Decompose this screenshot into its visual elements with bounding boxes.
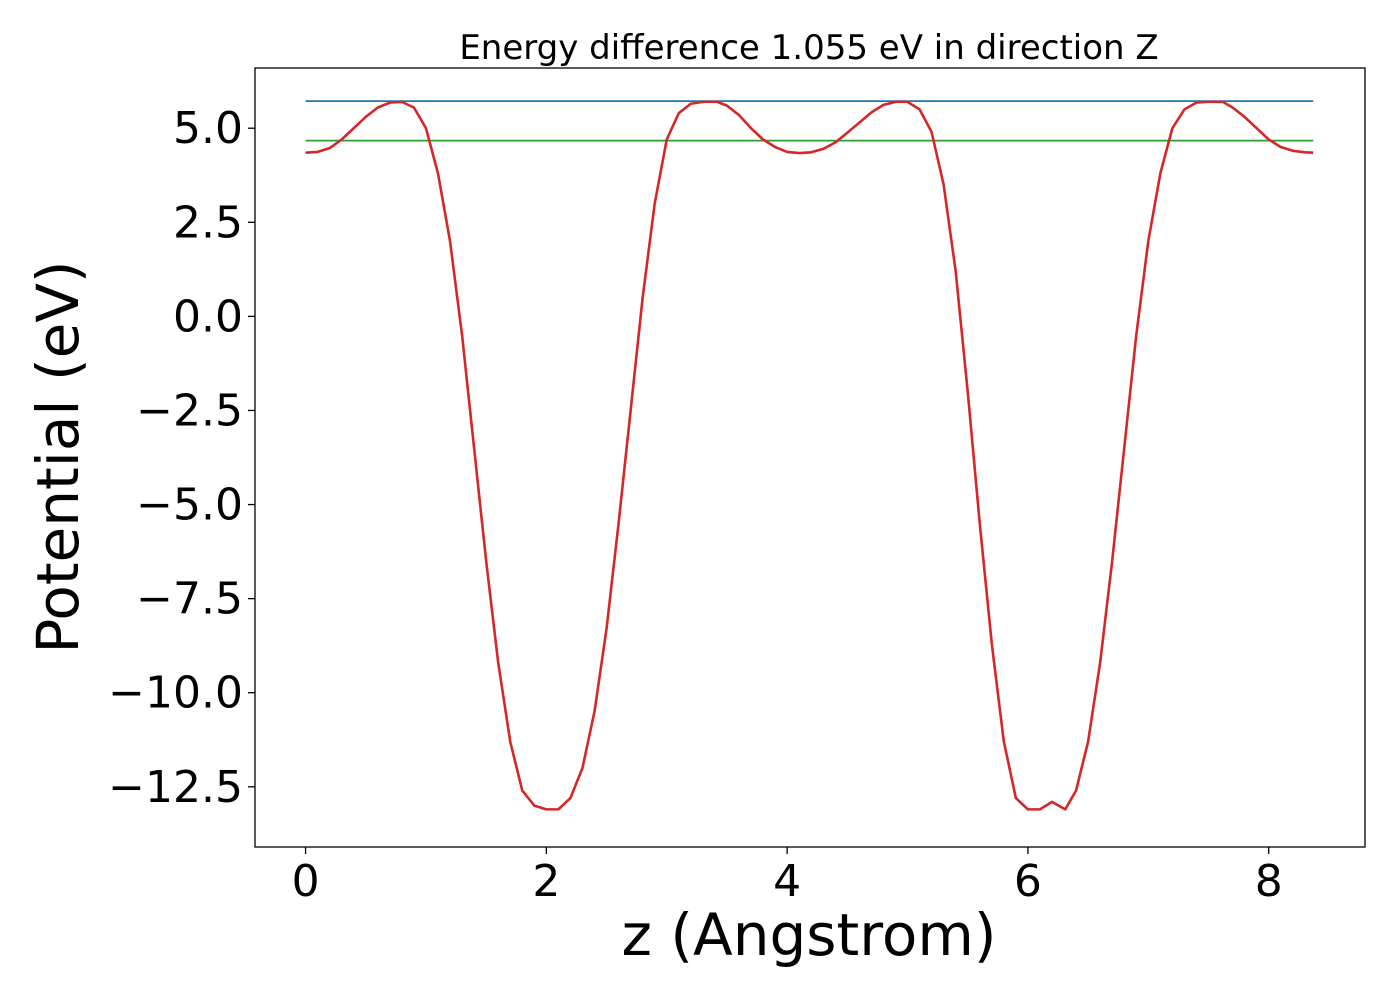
y-tick-label: 5.0 bbox=[173, 103, 243, 154]
x-tick-label: 4 bbox=[773, 856, 801, 907]
plot-frame bbox=[254, 67, 1366, 848]
x-axis-label: z (Angstrom) bbox=[622, 901, 997, 969]
series-line-0 bbox=[305, 100, 1314, 811]
y-axis: 5.0 2.5 0.0 −2.5 −5.0 −7.5 −10.0 −12.5 bbox=[108, 103, 255, 813]
x-tick-label: 8 bbox=[1255, 856, 1283, 907]
x-tick-label: 6 bbox=[1014, 856, 1042, 907]
y-tick-label: −7.5 bbox=[136, 574, 243, 625]
y-tick-label: −5.0 bbox=[136, 480, 243, 531]
y-tick-label: −12.5 bbox=[108, 762, 243, 813]
y-tick-label: −10.0 bbox=[108, 668, 243, 719]
y-tick-label: 0.0 bbox=[173, 291, 243, 342]
y-tick-label: 2.5 bbox=[173, 197, 243, 248]
chart-title: Energy difference 1.055 eV in direction … bbox=[459, 28, 1158, 68]
plot-area bbox=[305, 100, 1314, 811]
x-axis: 0 2 4 6 8 bbox=[292, 847, 1283, 907]
y-axis-label: Potential (eV) bbox=[24, 260, 92, 653]
x-tick-label: 2 bbox=[532, 856, 560, 907]
y-tick-label: −2.5 bbox=[136, 385, 243, 436]
x-tick-label: 0 bbox=[292, 856, 320, 907]
